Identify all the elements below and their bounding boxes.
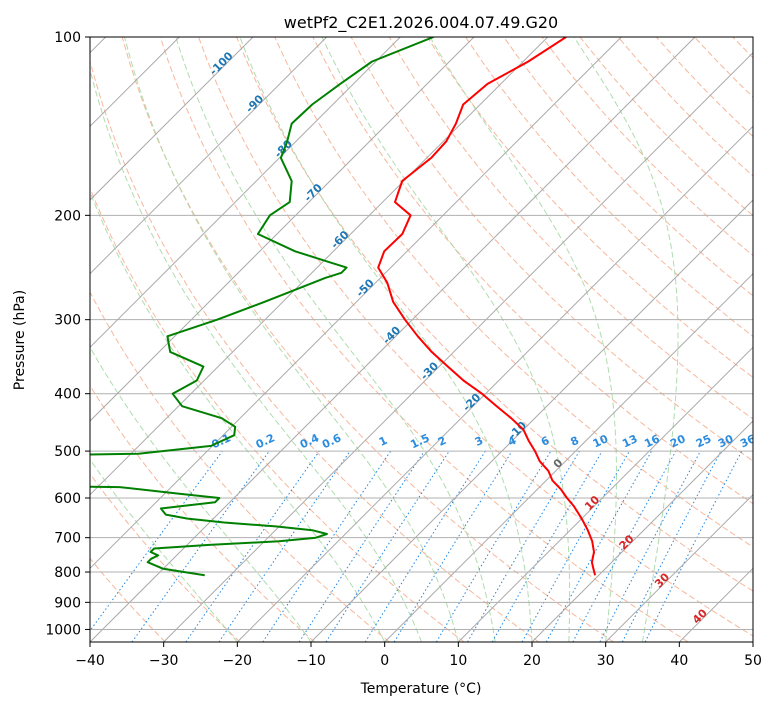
isotherm-line xyxy=(90,37,549,496)
mixing-ratio-label: 36 xyxy=(738,432,758,450)
isotherm-line xyxy=(384,272,753,642)
x-tick-label: 30 xyxy=(597,653,615,669)
plot-frame xyxy=(89,36,754,643)
y-tick-label: 700 xyxy=(54,531,81,547)
mixing-ratio-line xyxy=(90,450,223,632)
mixing-ratio-label: 13 xyxy=(620,432,639,450)
x-tick-label: −20 xyxy=(223,653,253,669)
isotherm-line xyxy=(90,37,328,275)
dry-adiabat-line xyxy=(90,186,465,642)
x-axis-label: Temperature (°C) xyxy=(360,681,482,697)
dewpoint-profile-line xyxy=(90,37,434,577)
dry-adiabat-line xyxy=(159,37,689,642)
y-tick-label: 300 xyxy=(54,313,81,329)
dry-adiabat-line xyxy=(388,37,753,420)
moist-adiabat-line xyxy=(90,190,386,642)
isotherm-line xyxy=(90,37,622,570)
axis-layer: −40 −30 −20 −10 0 10 20 30 40 50 100 200 300 400 500 60… xyxy=(45,30,762,669)
x-tick-label: 0 xyxy=(380,653,389,669)
y-axis-label: Pressure (hPa) xyxy=(12,290,28,390)
dry-adiabat-line xyxy=(90,384,316,642)
isotherm-line xyxy=(90,37,475,422)
x-tick-label: −30 xyxy=(149,653,179,669)
y-tick-label: 200 xyxy=(54,208,81,224)
isotherm-line xyxy=(457,346,753,642)
moist-adiabat-line xyxy=(124,37,459,642)
mixing-ratio-line xyxy=(218,450,351,642)
dry-adiabat-line xyxy=(503,37,753,297)
mixing-ratio-line xyxy=(393,450,513,642)
x-tick-label: −10 xyxy=(296,653,326,669)
y-tick-label: 600 xyxy=(54,491,81,507)
y-tick-label: 800 xyxy=(54,565,81,581)
mixing-ratio-line xyxy=(325,450,450,642)
x-tick-label: 40 xyxy=(670,653,688,669)
x-tick-label: 10 xyxy=(449,653,467,669)
x-tick-label: −40 xyxy=(75,653,105,669)
temperature-profile-line xyxy=(377,37,597,576)
y-tick-label: 1000 xyxy=(45,622,81,638)
mixing-ratio-line xyxy=(521,450,630,642)
moist-adiabat-line xyxy=(90,67,422,642)
x-tick-label: 20 xyxy=(523,653,541,669)
mixing-ratio-label: 16 xyxy=(642,432,662,450)
mixing-ratio-line xyxy=(298,450,425,642)
dry-adiabat-line xyxy=(90,557,166,642)
dry-adiabat-line xyxy=(465,37,753,338)
moist-adiabat-line xyxy=(239,37,533,642)
plot-layer: -100-90-80-70-60-50-40-30-20-10010203040… xyxy=(90,37,775,642)
moist-adiabat-line xyxy=(321,37,571,642)
y-tick-label: 100 xyxy=(54,30,81,46)
dry-adiabat-line xyxy=(312,37,753,505)
isotherm-line xyxy=(310,199,753,642)
dry-adiabat-line xyxy=(121,37,614,642)
isotherm-line xyxy=(605,493,753,642)
mixing-ratio-label: 20 xyxy=(668,432,688,450)
y-tick-label: 400 xyxy=(54,387,81,403)
isotherm-line xyxy=(531,420,753,642)
mixing-ratio-line xyxy=(131,450,270,642)
isotherm-line xyxy=(90,37,696,642)
isotherm-line xyxy=(90,37,401,349)
dry-adiabat-line xyxy=(90,291,390,642)
moist-adiabat-line xyxy=(429,37,617,642)
mixing-ratio-line xyxy=(545,450,653,642)
mixing-ratio-line xyxy=(572,450,677,642)
y-tick-label: 900 xyxy=(54,595,81,611)
moist-adiabat-line xyxy=(573,37,679,642)
dry-adiabat-line xyxy=(236,37,753,592)
dry-adiabat-line xyxy=(350,37,753,462)
moist-adiabat-line xyxy=(175,37,496,642)
dry-adiabat-line xyxy=(90,59,540,642)
isotherm-line xyxy=(236,125,753,642)
isotherm-line xyxy=(90,37,254,201)
chart-title: wetPf2_C2E1.2026.004.07.49.G20 xyxy=(284,13,558,33)
x-tick-label: 50 xyxy=(744,653,762,669)
mixing-ratio-label: 30 xyxy=(716,432,736,450)
isotherm-line xyxy=(752,641,753,642)
mixing-ratio-label: 10 xyxy=(591,432,611,450)
dry-adiabat-line xyxy=(771,37,775,642)
mixing-ratio-line xyxy=(185,450,320,642)
mixing-ratio-line xyxy=(262,450,392,642)
y-tick-label: 500 xyxy=(54,444,81,460)
mixing-ratio-line xyxy=(644,450,743,642)
moist-adiabat-line xyxy=(90,346,312,642)
mixing-ratio-label: 25 xyxy=(694,432,713,450)
